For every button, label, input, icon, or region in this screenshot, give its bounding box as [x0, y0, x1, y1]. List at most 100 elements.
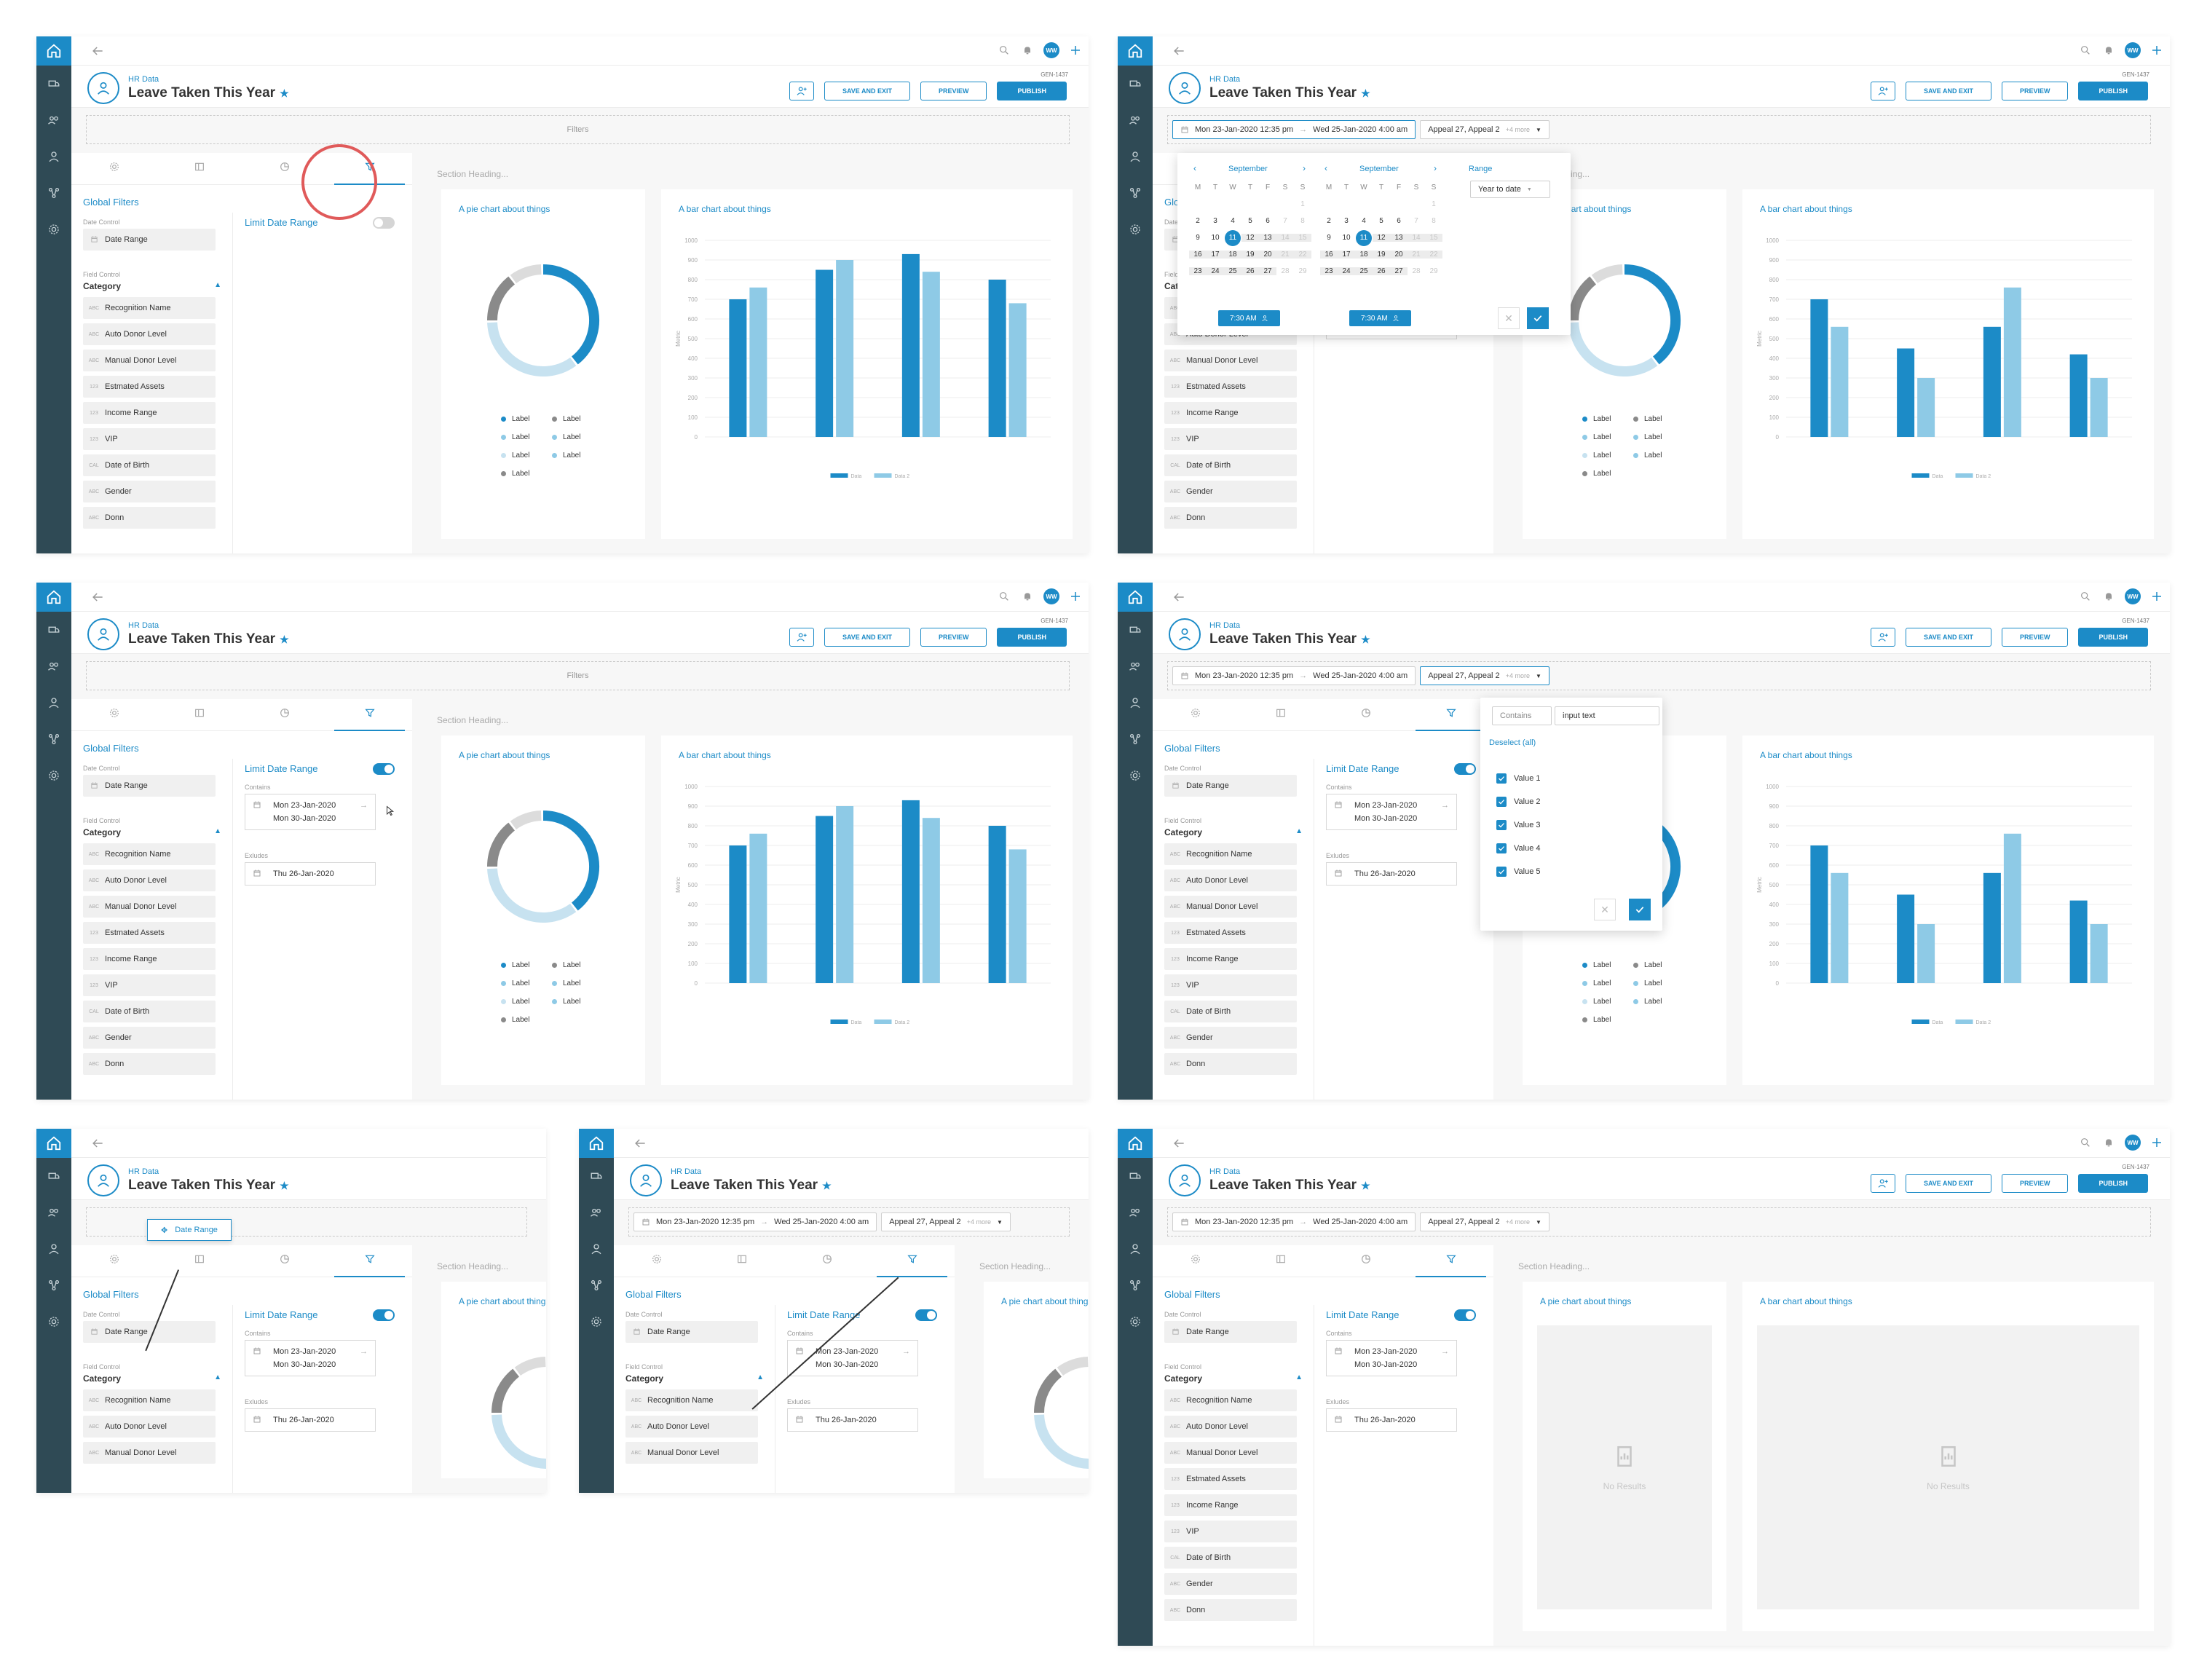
- section-heading[interactable]: Section Heading...: [437, 715, 509, 725]
- bar[interactable]: [836, 806, 854, 983]
- field-item[interactable]: 123 VIP: [1164, 974, 1297, 996]
- category-header[interactable]: Category ▲: [83, 827, 221, 837]
- tab-layout[interactable]: [157, 153, 242, 184]
- date-range-field[interactable]: Date Range: [1164, 1321, 1297, 1343]
- field-item[interactable]: ABC Gender: [1164, 1573, 1297, 1595]
- calendar-day[interactable]: 15: [1425, 234, 1442, 242]
- user-icon[interactable]: [1118, 685, 1153, 721]
- groups-icon[interactable]: [579, 1194, 614, 1231]
- calendar-day[interactable]: 2: [1196, 217, 1200, 225]
- bar[interactable]: [1008, 303, 1027, 437]
- checkbox-checked-icon[interactable]: [1496, 843, 1507, 853]
- value-search-input[interactable]: input text: [1555, 706, 1659, 725]
- groups-icon[interactable]: [36, 1194, 71, 1231]
- calendar-day[interactable]: 4: [1231, 217, 1235, 225]
- tab-layout[interactable]: [699, 1245, 784, 1277]
- preview-button[interactable]: PREVIEW: [2001, 82, 2069, 100]
- field-item[interactable]: 123 Income Range: [1164, 402, 1297, 424]
- exlude-date[interactable]: Thu 26-Jan-2020: [1326, 1408, 1457, 1432]
- back-arrow-icon[interactable]: [1172, 1136, 1186, 1151]
- field-item[interactable]: 123 VIP: [1164, 428, 1297, 450]
- prev-month-icon[interactable]: ‹: [1324, 163, 1327, 173]
- bar[interactable]: [988, 280, 1006, 437]
- checkbox-checked-icon[interactable]: [1496, 773, 1507, 784]
- filter-drop-zone[interactable]: Mon 23-Jan-2020 12:35 pm → Wed 25-Jan-2020…: [1167, 115, 2151, 144]
- field-item[interactable]: ABC Manual Donor Level: [1164, 896, 1297, 918]
- bar[interactable]: [922, 818, 940, 983]
- settings-icon[interactable]: [1118, 757, 1153, 794]
- pie-slice[interactable]: [1568, 322, 1658, 376]
- bell-icon[interactable]: [1020, 43, 1035, 58]
- field-item[interactable]: 123 VIP: [83, 974, 216, 996]
- value-option[interactable]: Value 3: [1496, 820, 1541, 830]
- groups-icon[interactable]: [1118, 102, 1153, 138]
- filter-drop-zone[interactable]: Mon 23-Jan-2020 12:35 pm → Wed 25-Jan-2020…: [1167, 1207, 2151, 1237]
- field-item[interactable]: CAL Date of Birth: [1164, 1547, 1297, 1569]
- bar[interactable]: [901, 800, 920, 983]
- field-item[interactable]: ABC Auto Donor Level: [625, 1416, 758, 1438]
- exlude-date[interactable]: Thu 26-Jan-2020: [245, 862, 376, 886]
- add-user-button[interactable]: [1870, 1174, 1895, 1193]
- calendar-day[interactable]: 13: [1390, 234, 1408, 242]
- field-item[interactable]: 123 Estmated Assets: [1164, 922, 1297, 944]
- tab-settings[interactable]: [71, 153, 157, 184]
- field-item[interactable]: ABC Recognition Name: [83, 297, 216, 319]
- operator-select[interactable]: Contains: [1492, 706, 1552, 725]
- bar[interactable]: [1983, 872, 2001, 983]
- field-item[interactable]: CAL Date of Birth: [1164, 454, 1297, 476]
- breadcrumb[interactable]: HR Data: [1209, 621, 1241, 630]
- calendar-day[interactable]: 23: [1320, 267, 1338, 275]
- appeal-filter-chip[interactable]: Appeal 27, Appeal 2 +4 more ▼: [1420, 666, 1549, 685]
- field-item[interactable]: ABC Manual Donor Level: [625, 1442, 758, 1464]
- field-item[interactable]: 123 Income Range: [1164, 1494, 1297, 1516]
- tab-layout[interactable]: [157, 1245, 242, 1277]
- workflow-icon[interactable]: [36, 175, 71, 211]
- limit-date-toggle[interactable]: [373, 1309, 395, 1321]
- bell-icon[interactable]: [1020, 589, 1035, 604]
- home-icon[interactable]: [1118, 1129, 1153, 1158]
- bar[interactable]: [1917, 378, 1935, 437]
- exlude-date[interactable]: Thu 26-Jan-2020: [245, 1408, 376, 1432]
- search-icon[interactable]: [2078, 43, 2093, 58]
- date-range-field[interactable]: Date Range: [83, 229, 216, 251]
- calendar-day[interactable]: 10: [1211, 234, 1220, 242]
- time-button[interactable]: 7:30 AM: [1349, 310, 1411, 326]
- bar-card[interactable]: A bar chart about things No Results: [1742, 1282, 2154, 1631]
- pie-slice[interactable]: [510, 264, 542, 284]
- field-item[interactable]: ABC Recognition Name: [83, 1389, 216, 1411]
- tab-chart[interactable]: [1323, 1245, 1408, 1277]
- bar[interactable]: [1897, 348, 1915, 438]
- transport-icon[interactable]: [36, 66, 71, 102]
- transport-icon[interactable]: [36, 612, 71, 648]
- user-icon[interactable]: [36, 685, 71, 721]
- bar[interactable]: [1983, 326, 2001, 437]
- bar[interactable]: [2090, 924, 2108, 983]
- groups-icon[interactable]: [1118, 648, 1153, 685]
- user-avatar[interactable]: WW: [1043, 42, 1059, 58]
- tab-filters[interactable]: [1408, 1245, 1493, 1277]
- calendar-day[interactable]: 15: [1294, 234, 1311, 242]
- tab-chart[interactable]: [242, 1245, 327, 1277]
- field-item[interactable]: 123 Estmated Assets: [1164, 376, 1297, 398]
- field-item[interactable]: ABC Manual Donor Level: [1164, 350, 1297, 371]
- date-filter-chip[interactable]: Mon 23-Jan-2020 12:35 pm → Wed 25-Jan-2020…: [1172, 1212, 1416, 1231]
- plus-icon[interactable]: [2149, 1135, 2164, 1150]
- calendar-day[interactable]: 24: [1338, 267, 1355, 275]
- chevron-up-icon[interactable]: ▲: [1295, 827, 1303, 835]
- breadcrumb[interactable]: HR Data: [1209, 75, 1241, 84]
- tab-settings[interactable]: [71, 699, 157, 730]
- home-icon[interactable]: [579, 1129, 614, 1158]
- tab-filters[interactable]: [1408, 699, 1493, 731]
- calendar-day[interactable]: 14: [1276, 234, 1294, 242]
- field-item[interactable]: CAL Date of Birth: [1164, 1001, 1297, 1022]
- transport-icon[interactable]: [36, 1158, 71, 1194]
- calendar-day[interactable]: 18: [1355, 251, 1373, 259]
- tab-layout[interactable]: [157, 699, 242, 730]
- field-item[interactable]: ABC Manual Donor Level: [83, 1442, 216, 1464]
- calendar-day[interactable]: 5: [1248, 217, 1252, 225]
- plus-icon[interactable]: [2149, 43, 2164, 58]
- calendar-day[interactable]: 9: [1196, 234, 1200, 242]
- bell-icon[interactable]: [2101, 589, 2116, 604]
- calendar-day[interactable]: 23: [1189, 267, 1207, 275]
- field-item[interactable]: 123 Income Range: [1164, 948, 1297, 970]
